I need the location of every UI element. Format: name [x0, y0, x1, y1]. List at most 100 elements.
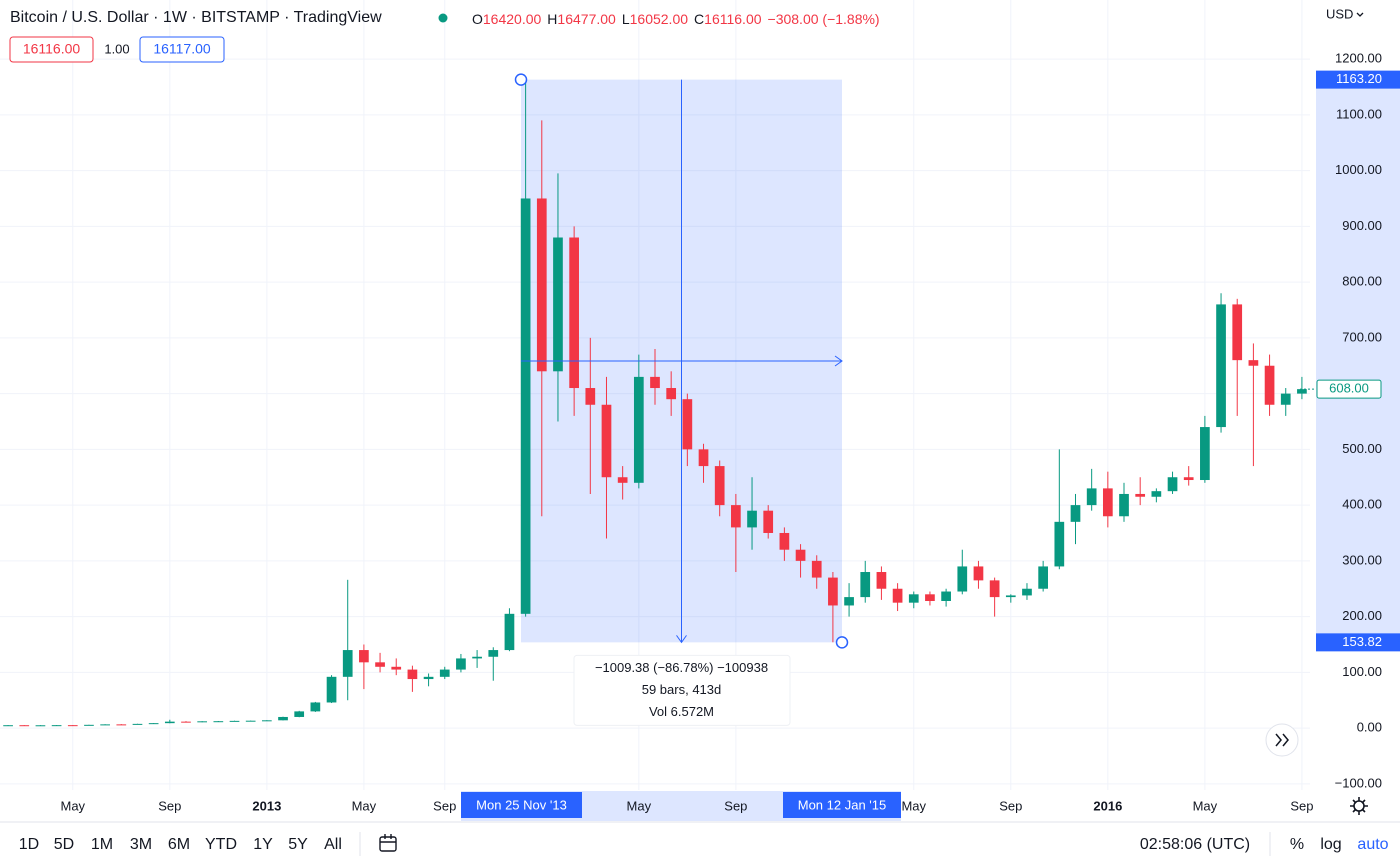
x-tick-label: May	[352, 798, 377, 813]
candle-body	[666, 388, 677, 400]
range-button[interactable]: 3M	[130, 836, 152, 853]
x-tick-label: Sep	[1290, 798, 1313, 813]
ohlc-value: 16116.00	[704, 11, 762, 27]
candle-body	[1102, 488, 1113, 517]
range-button[interactable]: 1M	[91, 836, 113, 853]
candle-body	[100, 724, 110, 726]
candle-body	[342, 650, 353, 677]
candle-body	[472, 656, 482, 659]
candle-body	[407, 669, 418, 680]
price-label-box	[1316, 633, 1400, 652]
candle-body	[1297, 389, 1307, 394]
x-tick-label: May	[627, 798, 652, 813]
y-tick-label: 100.00	[1342, 664, 1382, 679]
measure-info: −1009.38 (−86.78%) −100938	[595, 660, 768, 675]
candle-body	[1054, 521, 1065, 567]
candle-body	[164, 721, 175, 724]
candle-body	[1086, 488, 1097, 506]
log-toggle[interactable]: log	[1320, 836, 1341, 853]
ohlc-value: 16477.00	[557, 11, 616, 27]
measure-info: 59 bars, 413d	[642, 682, 722, 697]
candle-body	[229, 720, 240, 722]
range-button[interactable]: 5D	[54, 836, 74, 853]
measure-info-box	[573, 654, 791, 726]
date-label: Mon 12 Jan '15	[798, 797, 887, 812]
candle-body	[1119, 493, 1129, 517]
ohlc-key: H	[547, 11, 557, 27]
candle-body	[925, 594, 935, 602]
candle-body	[569, 237, 579, 389]
candle-body	[19, 725, 30, 727]
candle-body	[439, 669, 450, 677]
ohlc-change: −308.00 (−1.88%)	[768, 11, 880, 27]
candle-body	[359, 650, 369, 663]
overlay: −1009.38 (−86.78%) −100938 59 bars, 413d V…	[514, 73, 849, 726]
candle-body	[860, 572, 871, 598]
candle-body	[278, 716, 288, 721]
y-tick-label: 1200.00	[1335, 51, 1382, 66]
y-tick-label: 700.00	[1342, 329, 1382, 344]
percent-toggle[interactable]: %	[1290, 836, 1304, 853]
bid-price: 16116.00	[23, 41, 81, 57]
calendar-icon[interactable]	[379, 834, 397, 852]
y-tick-label: 800.00	[1342, 274, 1382, 289]
candle-body	[1280, 393, 1291, 405]
candle-body	[828, 577, 838, 606]
range-button[interactable]: 1Y	[253, 836, 273, 853]
y-tick-label: −100.00	[1335, 775, 1382, 790]
candle-body	[650, 376, 660, 389]
range-buttons: 1D 5D 1M 3M 6M YTD 1Y 5Y All	[19, 836, 342, 853]
candle-body	[326, 676, 337, 703]
range-button[interactable]: 1D	[19, 836, 39, 853]
candle-body	[747, 510, 757, 528]
status-dot	[438, 13, 448, 23]
candle-body	[213, 721, 224, 723]
candle-body	[682, 399, 693, 450]
ohlc-key: C	[694, 11, 704, 27]
candle-body	[35, 725, 46, 727]
candle-body	[1264, 365, 1275, 405]
bid-box[interactable]	[9, 36, 94, 63]
auto-toggle[interactable]: auto	[1357, 836, 1388, 853]
candle-body	[811, 560, 822, 578]
candle-body	[67, 725, 78, 727]
range-button[interactable]: 5Y	[288, 836, 308, 853]
candle-body	[795, 549, 806, 561]
candle-body	[973, 566, 984, 581]
candle-body	[731, 505, 741, 528]
range-button[interactable]: 6M	[168, 836, 190, 853]
date-label: Mon 25 Nov '13	[476, 797, 567, 812]
candle-body	[504, 613, 515, 651]
settings-icon-teeth	[1350, 797, 1368, 815]
last-price-box	[1316, 379, 1382, 399]
candle-body	[536, 198, 547, 372]
currency[interactable]: USD	[1326, 6, 1353, 21]
measure-handle[interactable]	[514, 73, 528, 86]
range-button[interactable]: All	[324, 836, 342, 853]
range-button[interactable]: YTD	[205, 836, 237, 853]
candle-body	[1022, 588, 1032, 596]
candle-body	[1151, 491, 1162, 497]
y-tick-label: 500.00	[1342, 441, 1382, 456]
candle-body	[181, 721, 191, 723]
scroll-button[interactable]	[1265, 723, 1299, 757]
y-tick-label: 900.00	[1342, 218, 1382, 233]
candles	[3, 79, 1307, 727]
candle-body	[844, 597, 854, 606]
y-tick-label: 0.00	[1357, 720, 1382, 735]
x-tick-label: Sep	[724, 798, 747, 813]
x-tick-label: 2013	[252, 798, 281, 813]
measure-handle[interactable]	[835, 636, 849, 649]
candle-body	[1216, 304, 1226, 428]
x-tick-label: May	[60, 798, 85, 813]
x-tick-label: Sep	[999, 798, 1022, 813]
x-tick-label: Sep	[158, 798, 181, 813]
ask-box[interactable]	[139, 36, 225, 63]
candle-body	[51, 725, 62, 727]
candle-body	[262, 720, 272, 722]
candle-body	[957, 566, 968, 592]
candle-body	[779, 532, 790, 550]
last-price-label: 608.00	[1329, 381, 1369, 396]
